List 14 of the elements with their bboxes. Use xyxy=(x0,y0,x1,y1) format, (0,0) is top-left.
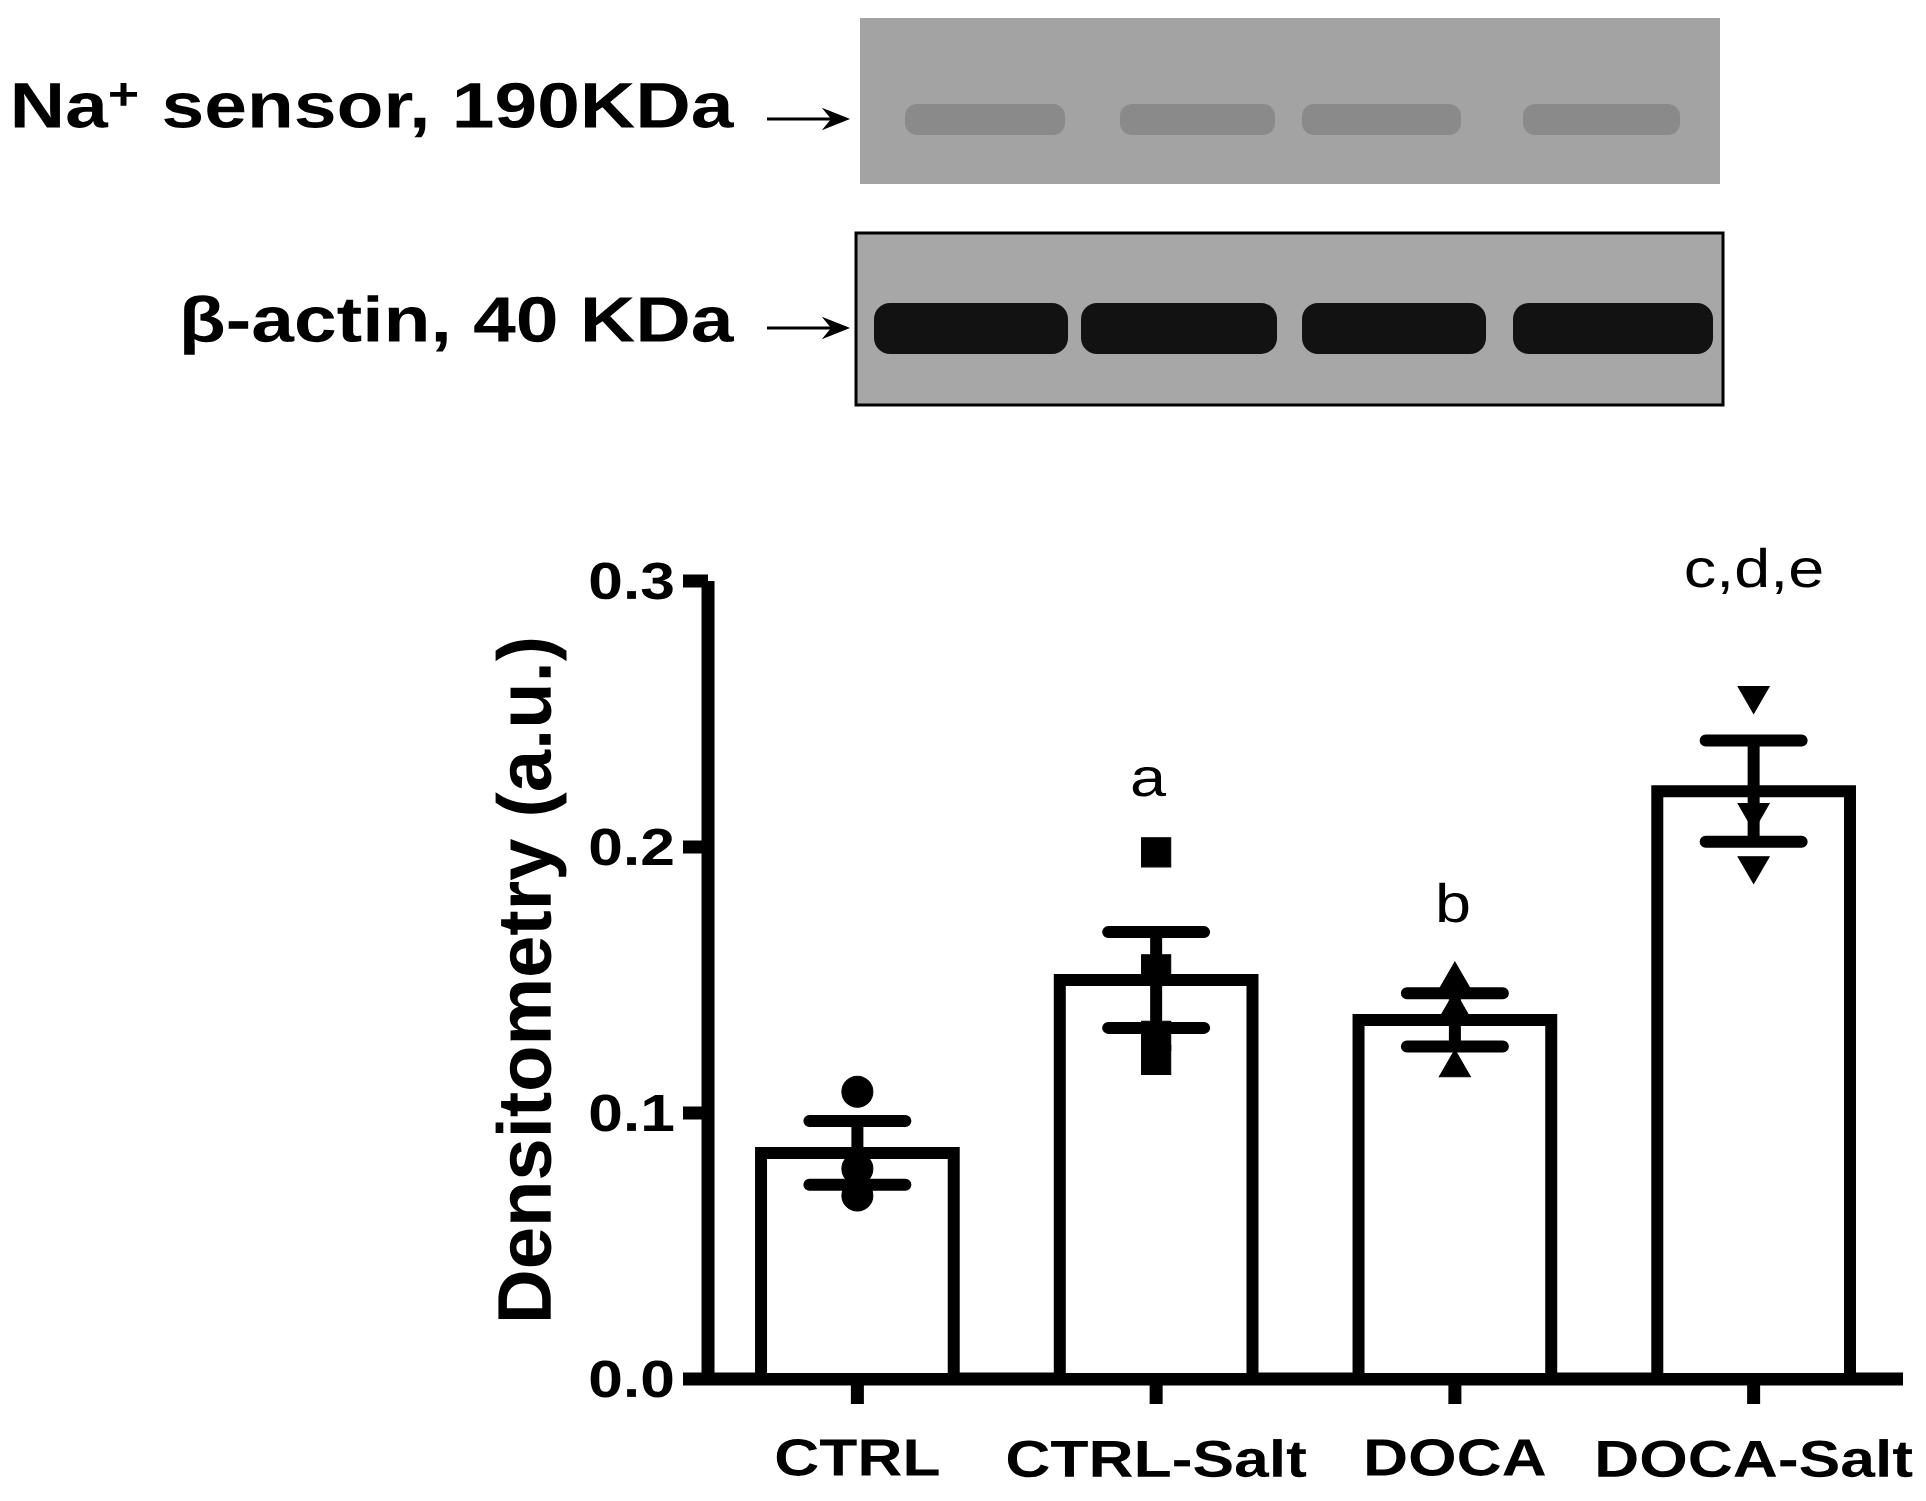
annotation: b xyxy=(1439,882,1469,923)
annotation: a xyxy=(1132,766,1167,797)
y-tick-label: 0.3 xyxy=(590,562,673,600)
y-tick-label: 0.0 xyxy=(590,1360,673,1398)
x-tick-label: CTRL xyxy=(776,1439,939,1476)
text: Na$^{+}$ sensor, 190KDa xyxy=(14,82,734,138)
text: β-actin, 40 KDa xyxy=(184,295,734,355)
y-tick-label: 0.1 xyxy=(590,1094,674,1132)
annotation: c,d,e xyxy=(1686,547,1822,594)
y-axis-title: Densitometry (a.u.) xyxy=(495,639,567,1320)
x-tick-label: DOCA xyxy=(1367,1439,1546,1476)
y-tick-label: 0.2 xyxy=(590,828,673,866)
x-tick-label: DOCA-Salt xyxy=(1598,1439,1913,1478)
x-tick-label: CTRL-Salt xyxy=(1007,1439,1307,1478)
